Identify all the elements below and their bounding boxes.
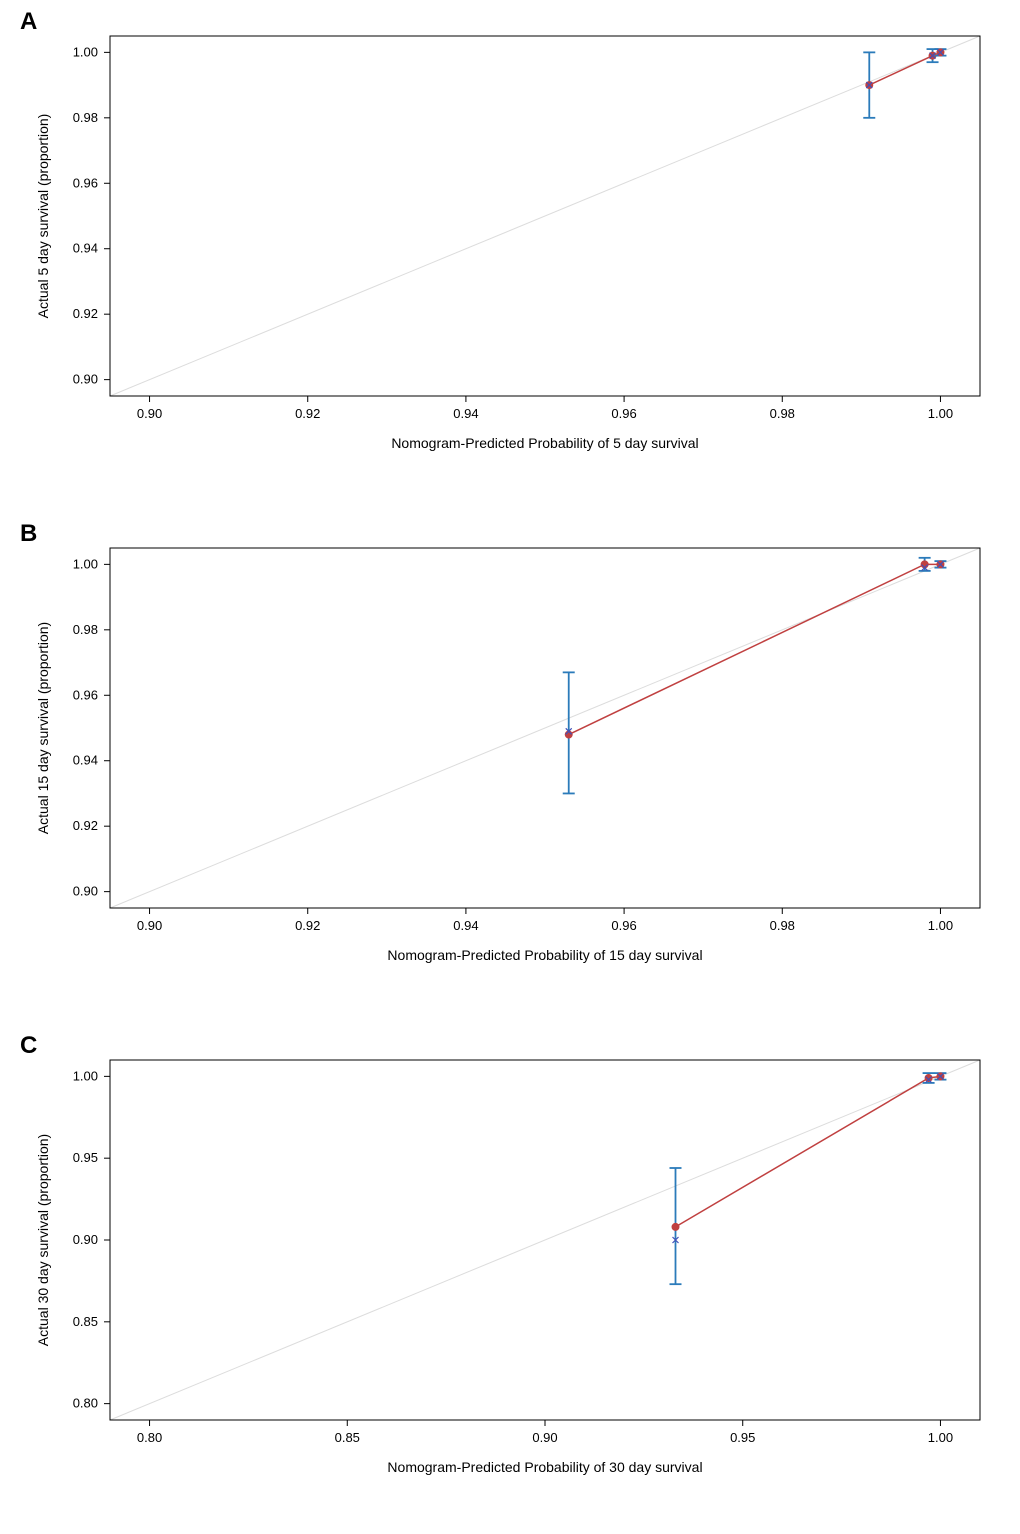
y-tick-label: 0.98 — [73, 622, 98, 637]
y-tick-label: 0.95 — [73, 1150, 98, 1165]
reference-line — [110, 1060, 980, 1420]
calibration-line — [676, 1076, 941, 1227]
y-axis-label: Actual 30 day survival (proportion) — [35, 1134, 51, 1346]
x-tick-label: 0.92 — [295, 918, 320, 933]
x-tick-label: 0.80 — [137, 1430, 162, 1445]
y-tick-label: 0.92 — [73, 306, 98, 321]
marker-circle-icon — [672, 1223, 679, 1230]
y-tick-label: 0.94 — [73, 753, 98, 768]
panel-label: C — [20, 1032, 37, 1060]
x-tick-label: 1.00 — [928, 1430, 953, 1445]
y-tick-label: 0.94 — [73, 241, 98, 256]
panel-label: B — [20, 520, 37, 548]
calibration-line — [569, 564, 941, 734]
y-tick-label: 0.92 — [73, 818, 98, 833]
reference-line — [110, 548, 980, 908]
data-point — [863, 52, 875, 117]
panel-c: C 0.80 0.85 0.90 0.95 1.00 0.80 0.85 0.90 0.95 1.0… — [0, 1032, 1020, 1532]
calibration-plot: 0.90 0.92 0.94 0.96 0.98 1.00 0.90 0.92 0.94 0.96… — [0, 8, 1020, 508]
panel-a: A0.900.920.940.960.981.000.900.920.940.9… — [0, 8, 1020, 508]
reference-line — [110, 36, 980, 396]
y-tick-label: 0.98 — [73, 110, 98, 125]
x-axis-label: Nomogram-Predicted Probability of 5 day … — [391, 435, 698, 451]
x-tick-label: 0.92 — [295, 406, 320, 421]
calibration-plot: 0.80 0.85 0.90 0.95 1.00 0.80 0.85 0.90 0.95 1.00… — [0, 1032, 1020, 1532]
data-point — [670, 1168, 682, 1284]
y-tick-label: 0.96 — [73, 175, 98, 190]
x-tick-label: 0.98 — [770, 918, 795, 933]
x-tick-label: 0.85 — [335, 1430, 360, 1445]
data-point — [934, 49, 946, 56]
x-tick-label: 1.00 — [928, 918, 953, 933]
y-tick-label: 0.80 — [73, 1396, 98, 1411]
x-tick-label: 0.98 — [770, 406, 795, 421]
x-tick-label: 0.96 — [611, 918, 636, 933]
x-axis-label: Nomogram-Predicted Probability of 15 day… — [387, 947, 702, 963]
x-tick-label: 0.95 — [730, 1430, 755, 1445]
y-axis-label: Actual 5 day survival (proportion) — [35, 114, 51, 319]
x-axis-label: Nomogram-Predicted Probability of 30 day… — [387, 1459, 702, 1475]
panel-label: A — [20, 8, 37, 36]
x-tick-label: 1.00 — [928, 406, 953, 421]
x-tick-label: 0.90 — [137, 406, 162, 421]
panel-b: B0.900.920.940.960.981.000.900.920.940.9… — [0, 520, 1020, 1020]
y-axis-label: Actual 15 day survival (proportion) — [35, 622, 51, 834]
x-tick-label: 0.94 — [453, 406, 478, 421]
figure: A0.900.920.940.960.981.000.900.920.940.9… — [0, 0, 1020, 1534]
y-tick-label: 0.90 — [73, 372, 98, 387]
y-tick-label: 1.00 — [73, 44, 98, 59]
y-tick-label: 1.00 — [73, 556, 98, 571]
y-tick-label: 1.00 — [73, 1068, 98, 1083]
y-tick-label: 0.90 — [73, 1232, 98, 1247]
x-tick-label: 0.96 — [611, 406, 636, 421]
y-tick-label: 0.96 — [73, 687, 98, 702]
calibration-plot: 0.90 0.92 0.94 0.96 0.98 1.00 0.90 0.92 0.94 0.96… — [0, 520, 1020, 1020]
y-tick-label: 0.85 — [73, 1314, 98, 1329]
x-tick-label: 0.90 — [137, 918, 162, 933]
x-tick-label: 0.94 — [453, 918, 478, 933]
x-tick-label: 0.90 — [532, 1430, 557, 1445]
y-tick-label: 0.90 — [73, 884, 98, 899]
